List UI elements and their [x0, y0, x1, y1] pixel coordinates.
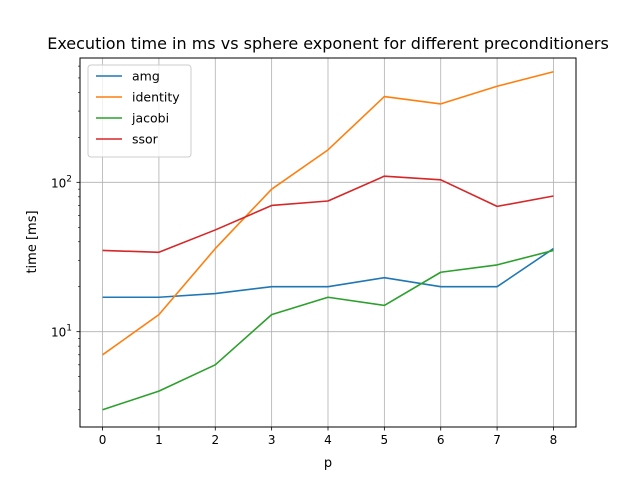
- y-tick-label: 101: [51, 324, 72, 340]
- chart-title: Execution time in ms vs sphere exponent …: [47, 34, 609, 53]
- y-axis-ticks: 101 102: [51, 65, 80, 411]
- x-tick-label: 5: [381, 433, 389, 447]
- x-tick-label: 0: [99, 433, 107, 447]
- series-line-amg: [102, 247, 554, 299]
- x-tick-label: 4: [324, 433, 332, 447]
- legend-label-identity: identity: [132, 90, 180, 105]
- x-tick-label: 2: [211, 433, 219, 447]
- legend-label-ssor: ssor: [132, 132, 159, 147]
- x-tick-label: 6: [437, 433, 445, 447]
- x-tick-label: 3: [268, 433, 276, 447]
- y-tick-label: 102: [51, 174, 72, 190]
- legend-box: [87, 64, 192, 158]
- series-lines: [102, 70, 554, 411]
- legend-label-jacobi: jacobi: [131, 111, 169, 126]
- x-axis-label: p: [324, 456, 332, 471]
- series-line-identity: [102, 70, 554, 356]
- x-tick-label: 7: [493, 433, 501, 447]
- legend-label-amg: amg: [132, 69, 160, 84]
- x-axis-ticks: 0 1 2 3 4 5 6 7 8: [99, 427, 558, 447]
- legend: amg identity jacobi ssor: [87, 64, 192, 158]
- y-axis-label: time [ms]: [25, 210, 40, 273]
- series-line-ssor: [102, 175, 554, 254]
- x-tick-label: 8: [550, 433, 558, 447]
- series-line-jacobi: [102, 249, 554, 411]
- x-tick-label: 1: [155, 433, 163, 447]
